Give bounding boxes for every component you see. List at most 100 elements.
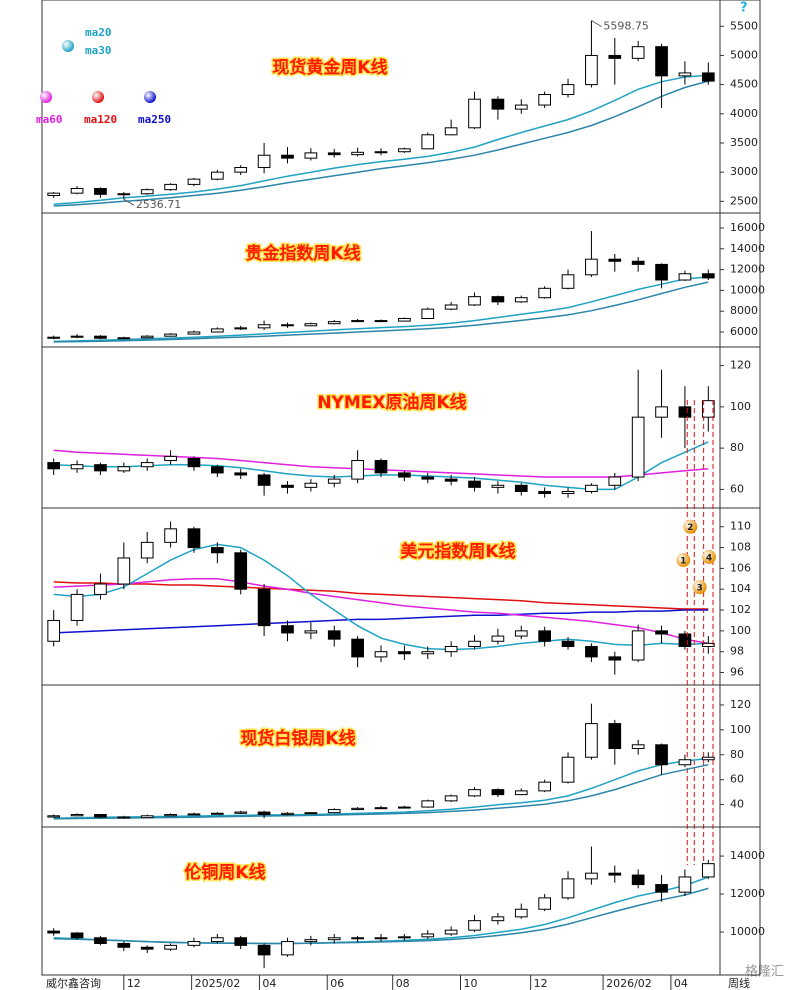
candle-body	[655, 630, 668, 635]
candle-body	[164, 333, 177, 337]
ma-line	[53, 578, 709, 645]
candle-body	[187, 941, 201, 946]
y-tick-label: 60	[730, 482, 744, 495]
panel-title: 美元指数周K线	[400, 541, 515, 562]
candle-body	[468, 296, 481, 306]
candle-body	[701, 400, 715, 418]
candle-body	[187, 457, 201, 468]
candle-body	[421, 476, 435, 480]
x-tick-label: 2026/02	[606, 977, 652, 990]
candle-body	[631, 630, 645, 661]
candle-body	[678, 406, 692, 418]
y-tick-label: 12000	[730, 263, 765, 276]
signal-label: 2	[687, 523, 693, 533]
candle-body	[585, 258, 598, 276]
candle-body	[234, 937, 248, 946]
candle-body	[468, 98, 481, 129]
candle-body	[608, 872, 622, 876]
candle-body	[351, 151, 364, 156]
candle-body	[304, 812, 318, 815]
candle-body	[304, 323, 318, 327]
signal-label: 4	[706, 553, 712, 563]
candle-body	[631, 874, 645, 886]
candle-body	[351, 638, 364, 658]
candle-body	[351, 320, 364, 323]
candle-body	[631, 744, 645, 750]
x-tick-label: 12	[534, 977, 548, 990]
candle-body	[655, 263, 668, 281]
candle-body	[117, 337, 131, 340]
candle-body	[164, 944, 177, 950]
candle-body	[374, 807, 388, 810]
candle-body	[257, 154, 271, 168]
candle-body	[281, 324, 294, 327]
candle-body	[678, 72, 692, 77]
source-label: 威尔鑫咨询	[46, 976, 101, 990]
candle-body	[187, 331, 201, 335]
candle-body	[468, 920, 481, 931]
legend-marker	[62, 40, 74, 52]
candle-body	[678, 876, 692, 893]
candle-body	[701, 756, 715, 761]
candle-body	[398, 317, 411, 322]
candle-body	[678, 759, 692, 766]
candle-body	[327, 321, 341, 325]
y-tick-label: 106	[730, 561, 751, 574]
candle-body	[351, 807, 364, 811]
candle-body	[70, 814, 84, 817]
legend-label: ma250	[138, 113, 171, 126]
candle-body	[281, 941, 294, 956]
y-tick-label: 100	[730, 400, 751, 413]
candle-body	[514, 790, 528, 796]
candle-body	[257, 944, 271, 956]
candle-body	[164, 814, 177, 817]
y-tick-label: 10000	[730, 925, 765, 938]
candle-body	[117, 193, 131, 196]
candle-body	[304, 152, 318, 159]
signal-marker	[701, 549, 716, 564]
candle-body	[655, 744, 668, 766]
candle-body	[398, 651, 411, 655]
candle-body	[561, 878, 575, 899]
y-tick-label: 80	[730, 441, 744, 454]
candle-body	[421, 800, 435, 808]
x-tick-label: 08	[396, 977, 410, 990]
candle-body	[585, 645, 598, 658]
candle-body	[327, 937, 341, 941]
candle-body	[538, 630, 552, 642]
ma-line	[53, 543, 709, 651]
candle-body	[374, 151, 388, 154]
candle-body	[538, 490, 552, 495]
signal-marker	[676, 553, 691, 568]
candle-body	[47, 619, 61, 642]
candle-body	[421, 933, 435, 938]
candle-body	[281, 625, 294, 634]
candle-body	[678, 633, 692, 647]
candle-body	[94, 187, 107, 195]
candle-body	[70, 464, 84, 470]
candle-body	[561, 756, 575, 783]
y-tick-label: 12000	[730, 887, 765, 900]
candle-body	[491, 789, 505, 796]
y-tick-label: 16000	[730, 221, 765, 234]
candle-body	[491, 916, 505, 922]
candle-body	[234, 811, 248, 814]
panel-title: NYMEX原油周K线	[317, 392, 466, 413]
candle-body	[70, 932, 84, 939]
candle-body	[514, 297, 528, 303]
candle-body	[281, 154, 294, 159]
candle-body	[631, 46, 645, 59]
candle-body	[491, 296, 505, 303]
candle-body	[211, 171, 224, 180]
candle-body	[281, 812, 294, 816]
candle-body	[374, 460, 388, 474]
signal-marker	[692, 580, 707, 595]
ma-line	[53, 74, 709, 205]
candle-body	[117, 557, 131, 585]
help-icon[interactable]: ?	[740, 1, 748, 16]
price-label: 2536.71	[136, 198, 182, 211]
candle-body	[491, 98, 505, 110]
x-tick-label: 12	[127, 977, 141, 990]
y-tick-label: 60	[730, 773, 744, 786]
